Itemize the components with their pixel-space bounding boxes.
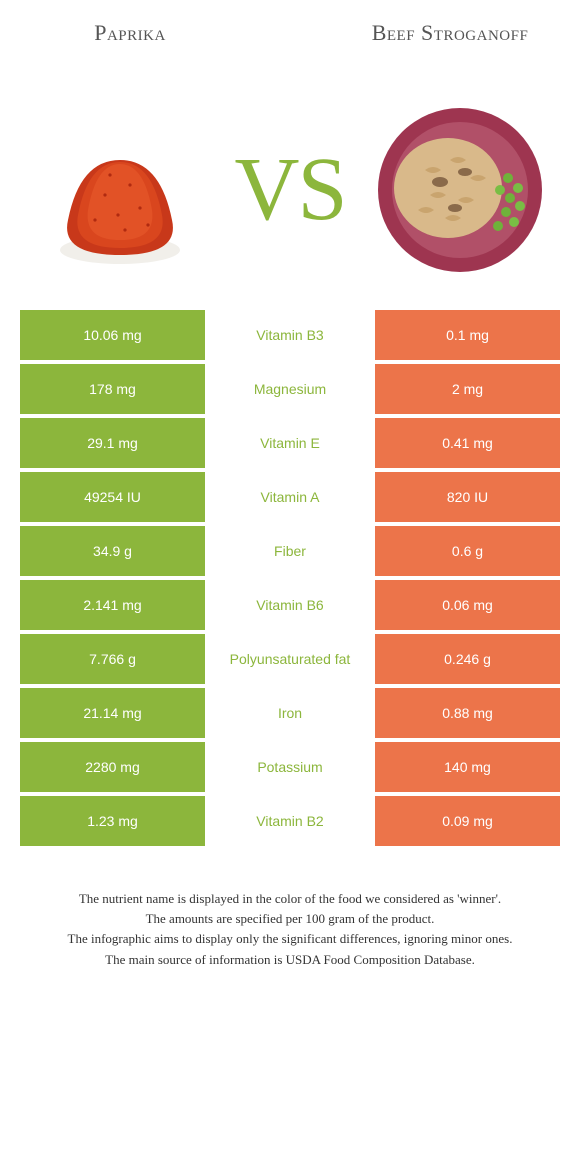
- nutrient-name-cell: Vitamin B6: [205, 580, 375, 630]
- right-value-cell: 2 mg: [375, 364, 560, 414]
- footnote-line: The main source of information is USDA F…: [40, 951, 540, 969]
- table-row: 29.1 mgVitamin E0.41 mg: [20, 418, 560, 468]
- footnote-line: The amounts are specified per 100 gram o…: [40, 910, 540, 928]
- table-row: 21.14 mgIron0.88 mg: [20, 688, 560, 738]
- nutrient-table: 10.06 mgVitamin B30.1 mg178 mgMagnesium2…: [20, 310, 560, 850]
- stroganoff-image: [370, 100, 550, 280]
- footnotes: The nutrient name is displayed in the co…: [20, 890, 560, 971]
- left-food-title: Paprika: [20, 20, 240, 46]
- nutrient-name-cell: Potassium: [205, 742, 375, 792]
- left-value-cell: 29.1 mg: [20, 418, 205, 468]
- right-value-cell: 140 mg: [375, 742, 560, 792]
- right-value-cell: 0.6 g: [375, 526, 560, 576]
- left-value-cell: 49254 IU: [20, 472, 205, 522]
- right-value-cell: 820 IU: [375, 472, 560, 522]
- nutrient-name-cell: Vitamin B2: [205, 796, 375, 846]
- left-value-cell: 2.141 mg: [20, 580, 205, 630]
- right-value-cell: 0.1 mg: [375, 310, 560, 360]
- right-value-cell: 0.06 mg: [375, 580, 560, 630]
- left-value-cell: 178 mg: [20, 364, 205, 414]
- right-food-title: Beef Stroganoff: [340, 20, 560, 46]
- right-value-cell: 0.246 g: [375, 634, 560, 684]
- right-value-cell: 0.88 mg: [375, 688, 560, 738]
- left-value-cell: 2280 mg: [20, 742, 205, 792]
- table-row: 1.23 mgVitamin B20.09 mg: [20, 796, 560, 846]
- table-row: 10.06 mgVitamin B30.1 mg: [20, 310, 560, 360]
- table-row: 178 mgMagnesium2 mg: [20, 364, 560, 414]
- footnote-line: The infographic aims to display only the…: [40, 930, 540, 948]
- table-row: 34.9 gFiber0.6 g: [20, 526, 560, 576]
- right-value-cell: 0.09 mg: [375, 796, 560, 846]
- nutrient-name-cell: Magnesium: [205, 364, 375, 414]
- nutrient-name-cell: Vitamin E: [205, 418, 375, 468]
- nutrient-name-cell: Iron: [205, 688, 375, 738]
- nutrient-name-cell: Vitamin A: [205, 472, 375, 522]
- nutrient-name-cell: Polyunsaturated fat: [205, 634, 375, 684]
- left-value-cell: 21.14 mg: [20, 688, 205, 738]
- hero: VS: [20, 100, 560, 310]
- table-row: 7.766 gPolyunsaturated fat0.246 g: [20, 634, 560, 684]
- footnote-line: The nutrient name is displayed in the co…: [40, 890, 540, 908]
- left-value-cell: 1.23 mg: [20, 796, 205, 846]
- nutrient-name-cell: Fiber: [205, 526, 375, 576]
- table-row: 2280 mgPotassium140 mg: [20, 742, 560, 792]
- nutrient-name-cell: Vitamin B3: [205, 310, 375, 360]
- left-value-cell: 10.06 mg: [20, 310, 205, 360]
- table-row: 2.141 mgVitamin B60.06 mg: [20, 580, 560, 630]
- header: Paprika Beef Stroganoff: [20, 20, 560, 100]
- paprika-image: [30, 100, 210, 280]
- right-value-cell: 0.41 mg: [375, 418, 560, 468]
- table-row: 49254 IUVitamin A820 IU: [20, 472, 560, 522]
- left-value-cell: 7.766 g: [20, 634, 205, 684]
- left-value-cell: 34.9 g: [20, 526, 205, 576]
- vs-label: VS: [234, 145, 345, 235]
